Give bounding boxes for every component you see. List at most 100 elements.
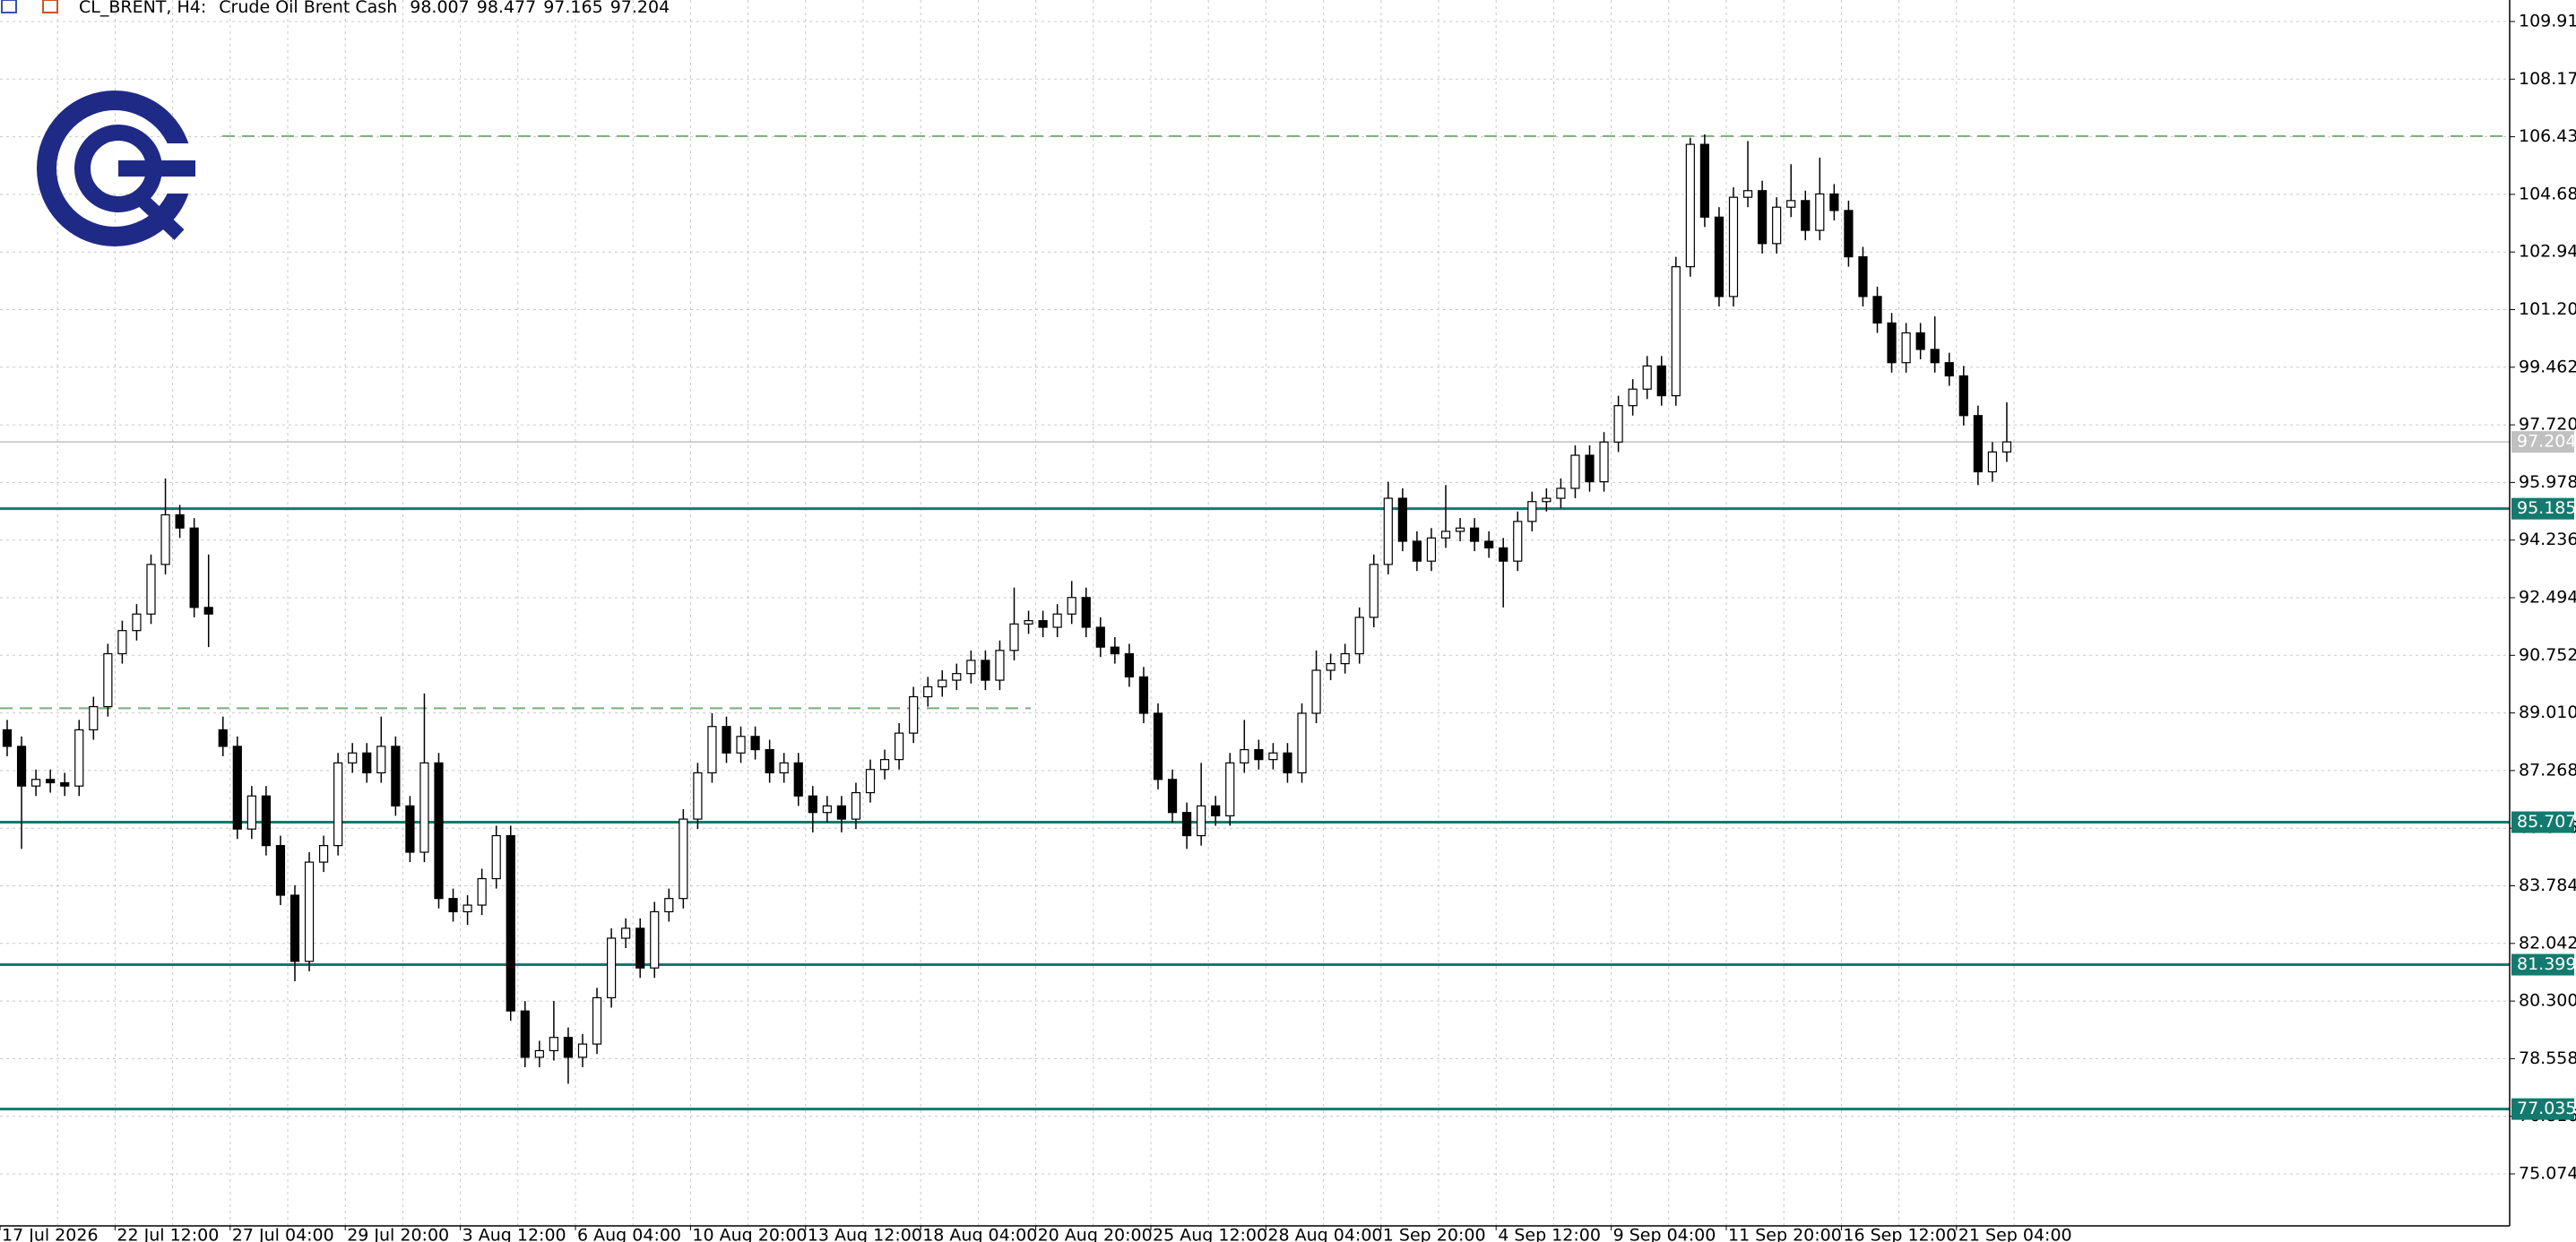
candle-body: [1484, 540, 1494, 549]
candle-body: [1699, 143, 1710, 218]
candle-body: [434, 762, 444, 900]
candle-body: [246, 795, 256, 830]
header: CL_BRENT, H4: Crude Oil Brent Cash 98.007 9…: [1, 0, 670, 17]
candle-body: [189, 527, 199, 608]
candle-body: [1786, 200, 1796, 208]
ohlc-value: 98.007: [410, 0, 469, 17]
candle-body: [520, 1010, 530, 1058]
candle-body: [1297, 712, 1307, 774]
candle-body: [319, 845, 329, 863]
y-tick-label: 108.172: [2519, 69, 2576, 89]
candle-body: [362, 752, 372, 774]
y-tick-label: 102.946: [2519, 242, 2576, 262]
candle-body: [952, 673, 962, 681]
y-tick-label: 92.494: [2519, 588, 2576, 608]
candle-body: [103, 652, 113, 708]
candle-body: [1958, 375, 1968, 417]
candle-body: [707, 726, 717, 774]
candle-body: [635, 927, 645, 969]
levels: [0, 134, 2510, 1111]
candle-body: [1829, 193, 1839, 211]
candle-body: [203, 607, 213, 615]
candle-body: [1714, 216, 1725, 298]
candle-body: [1858, 255, 1868, 298]
y-tick-label: 104.688: [2519, 184, 2576, 203]
y-tick-label: 82.042: [2519, 933, 2576, 953]
candle-body: [1815, 193, 1825, 231]
x-tick-label: 6 Aug 04:00: [577, 1226, 681, 1242]
candle-body: [1095, 626, 1105, 648]
x-tick-label: 21 Sep 04:00: [1958, 1226, 2072, 1242]
x-tick-label: 3 Aug 12:00: [462, 1226, 566, 1242]
candle-body: [577, 1043, 588, 1058]
candle-body: [894, 732, 904, 761]
candle-body: [2, 729, 13, 747]
candle-body: [1081, 597, 1091, 628]
candle-body: [1440, 530, 1451, 539]
level-label: 95.185: [2517, 498, 2576, 518]
candle-body: [909, 695, 919, 734]
x-tick-label: 18 Aug 04:00: [922, 1226, 1037, 1242]
candles: [2, 134, 2012, 1084]
candle-body: [2001, 441, 2012, 453]
candle-body: [46, 779, 56, 784]
axis-labels: 109.914 108.172 106.430 104.688 102.946 101.2…: [0, 11, 2576, 1242]
candle-body: [462, 904, 472, 913]
candle-body: [1426, 537, 1437, 562]
candle-body: [592, 996, 602, 1045]
candle-body: [1613, 405, 1623, 443]
candle-body: [879, 759, 890, 771]
candle-body: [1181, 812, 1192, 837]
candle-body: [1124, 652, 1135, 677]
candle-body: [793, 762, 803, 797]
candle-body: [808, 795, 817, 814]
candle-body: [1211, 805, 1221, 817]
candle-body: [1225, 762, 1235, 817]
candle-body: [1469, 527, 1480, 542]
candle-body: [491, 834, 501, 880]
candle-body: [1009, 623, 1019, 651]
candle-body: [563, 1037, 574, 1058]
candle-body: [1052, 613, 1062, 628]
level-box: [2511, 811, 2574, 833]
current-price-label: 97.204: [2517, 432, 2576, 452]
candle-body: [1283, 752, 1292, 774]
logo: [37, 91, 195, 246]
candle-body: [1801, 200, 1811, 231]
candle-body: [376, 746, 386, 774]
level-box: [2511, 953, 2574, 976]
candle-body: [74, 729, 84, 787]
header-icon: [1, 0, 17, 13]
candle-body: [1915, 332, 1925, 350]
candle-body: [232, 746, 242, 830]
y-tick-label: 83.784: [2519, 875, 2576, 895]
y-tick-label: 109.914: [2519, 11, 2576, 30]
candle-body: [261, 795, 271, 847]
x-tick-label: 17 Jul 2026: [2, 1226, 99, 1242]
candle-body: [304, 861, 315, 962]
level-box: [2511, 1098, 2574, 1120]
candle-body: [1742, 190, 1753, 198]
candle-body: [1397, 497, 1407, 542]
y-tick-label: 94.236: [2519, 530, 2576, 549]
candle-body: [218, 729, 228, 747]
candle-body: [1872, 296, 1882, 324]
candle-body: [175, 513, 185, 529]
x-tick-label: 16 Sep 12:00: [1843, 1226, 1957, 1242]
ohlc-value: 97.165: [543, 0, 602, 17]
candle-body: [981, 660, 990, 681]
candle-body: [865, 769, 876, 794]
x-tick-label: 27 Jul 04:00: [232, 1226, 334, 1242]
candle-body: [16, 746, 27, 787]
candle-body: [1311, 669, 1321, 714]
candle-body: [938, 679, 947, 688]
candle-body: [1254, 748, 1264, 761]
x-tick-label: 29 Jul 20:00: [347, 1226, 449, 1242]
description: Crude Oil Brent Cash: [219, 0, 397, 17]
level-label: 77.035: [2517, 1099, 2576, 1118]
candle-body: [1240, 748, 1249, 763]
candle-body: [1412, 540, 1422, 562]
y-tick-label: 75.074: [2519, 1164, 2576, 1184]
y-tick-label: 101.204: [2519, 299, 2576, 319]
